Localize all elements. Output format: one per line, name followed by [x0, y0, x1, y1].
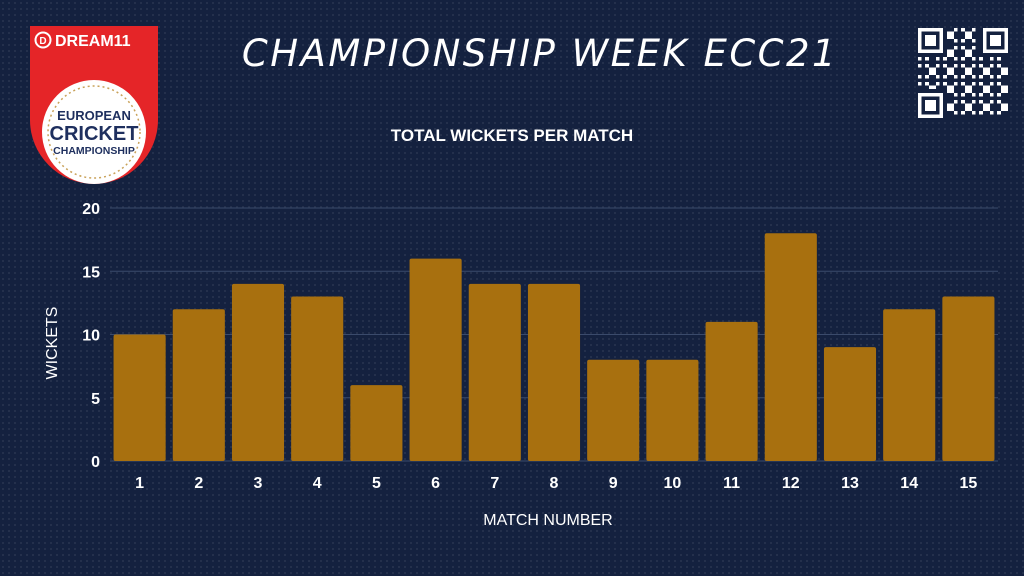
bar-match-13: [823, 347, 877, 461]
qr-code-icon[interactable]: [918, 28, 1008, 118]
x-tick-label: 14: [900, 475, 918, 492]
x-tick-label: 12: [782, 475, 800, 492]
x-tick-label: 7: [490, 475, 499, 492]
bar-match-4: [291, 296, 344, 461]
x-tick-label: 11: [723, 475, 740, 492]
ecc-logo: D DREAM11 EUROPEAN CRICKET CHAMPIONSHIP: [30, 26, 158, 184]
bar-match-9: [587, 359, 640, 461]
bar-match-11: [705, 321, 758, 461]
bar-match-7: [468, 283, 521, 461]
bar-match-5: [350, 385, 403, 461]
page-title: CHAMPIONSHIP WEEK ECC21: [241, 32, 839, 75]
bar-match-6: [409, 258, 462, 461]
y-tick-label: 0: [91, 454, 100, 471]
bar-match-15: [942, 296, 995, 461]
y-tick-label: 20: [82, 201, 100, 218]
y-tick-label: 15: [82, 264, 100, 281]
bar-match-10: [646, 359, 699, 461]
bar-match-8: [527, 283, 581, 461]
bar-match-3: [231, 283, 285, 461]
chart-bars: [113, 233, 995, 461]
bar-match-2: [172, 309, 225, 461]
x-axis-label: MATCH NUMBER: [483, 512, 612, 529]
x-tick-label: 8: [550, 475, 559, 492]
x-tick-label: 2: [194, 475, 203, 492]
logo-line3: CHAMPIONSHIP: [53, 145, 135, 157]
x-tick-label: 9: [609, 475, 618, 492]
x-tick-label: 5: [372, 475, 381, 492]
x-tick-label: 6: [431, 475, 440, 492]
logo-ball-badge: [42, 80, 146, 184]
svg-text:D: D: [39, 36, 46, 47]
y-tick-label: 5: [91, 391, 100, 408]
x-tick-label: 4: [313, 475, 322, 492]
x-tick-label: 3: [254, 475, 263, 492]
logo-ball-seam: [47, 85, 141, 179]
x-tick-label: 13: [841, 475, 859, 492]
x-tick-label: 15: [960, 475, 978, 492]
logo-line1: EUROPEAN: [57, 108, 131, 123]
x-tick-label: 10: [664, 475, 682, 492]
x-axis-ticks: 1 2 3 4 5 6 7 8 9 10 11 12 13 14 15: [135, 475, 977, 492]
y-axis-label: WICKETS: [44, 307, 61, 380]
bar-match-12: [764, 233, 817, 461]
logo-brand: DREAM11: [55, 33, 131, 50]
x-tick-label: 1: [135, 475, 144, 492]
bar-match-1: [113, 334, 166, 461]
y-axis-ticks: 0 5 10 15 20: [82, 201, 100, 471]
logo-line2: CRICKET: [50, 123, 139, 145]
dream11-badge-icon: D: [34, 31, 52, 49]
bar-match-14: [883, 309, 936, 461]
y-tick-label: 10: [82, 328, 100, 345]
chart-title: TOTAL WICKETS PER MATCH: [391, 126, 633, 145]
